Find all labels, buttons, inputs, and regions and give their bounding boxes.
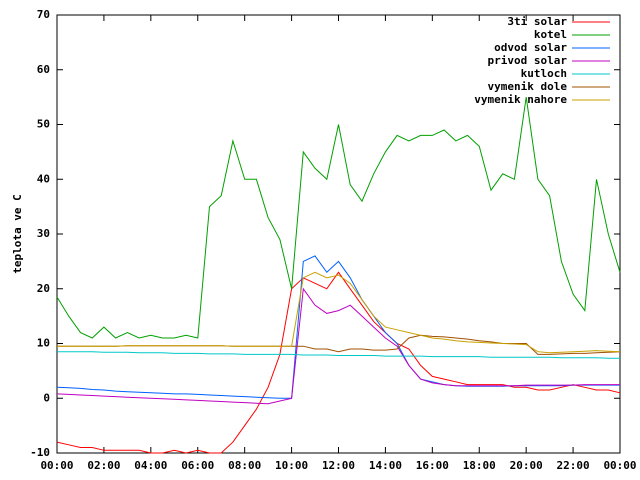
x-tick-label: 18:00 [463,459,496,472]
series-line [56,97,621,339]
x-tick-label: 02:00 [87,459,120,472]
series-line [56,271,621,454]
y-tick-label: 10 [37,337,50,350]
y-tick-label: 60 [37,63,50,76]
x-tick-label: 16:00 [416,459,449,472]
legend-label: vymenik dole [488,80,568,93]
y-tick-label: 50 [37,118,50,131]
x-tick-label: 20:00 [510,459,543,472]
x-tick-label: 12:00 [322,459,355,472]
y-tick-label: 70 [37,8,50,21]
x-tick-label: 06:00 [181,459,214,472]
legend-label: privod solar [488,54,568,67]
x-tick-label: 22:00 [557,459,590,472]
series-line [57,334,621,355]
x-tick-label: 04:00 [134,459,167,472]
x-tick-label: 10:00 [275,459,308,472]
x-tick-label: 00:00 [40,459,73,472]
y-tick-label: 20 [37,282,50,295]
legend-label: 3ti solar [507,15,567,28]
series-line [57,351,620,359]
series-line [57,271,621,354]
legend-label: kutloch [521,67,567,80]
legend-label: vymenik nahore [474,93,567,106]
x-tick-label: 08:00 [228,459,261,472]
legend-label: odvod solar [494,41,567,54]
x-tick-label: 14:00 [369,459,402,472]
legend-label: kotel [534,28,567,41]
y-tick-label: 0 [43,391,50,404]
y-tick-label: 30 [37,227,50,240]
x-tick-label: 00:00 [603,459,636,472]
series-line [56,287,620,405]
y-tick-label: 40 [37,172,50,185]
y-tick-label: -10 [30,446,50,459]
series-line [56,255,620,399]
y-axis-label: teplota ve C [11,194,24,273]
